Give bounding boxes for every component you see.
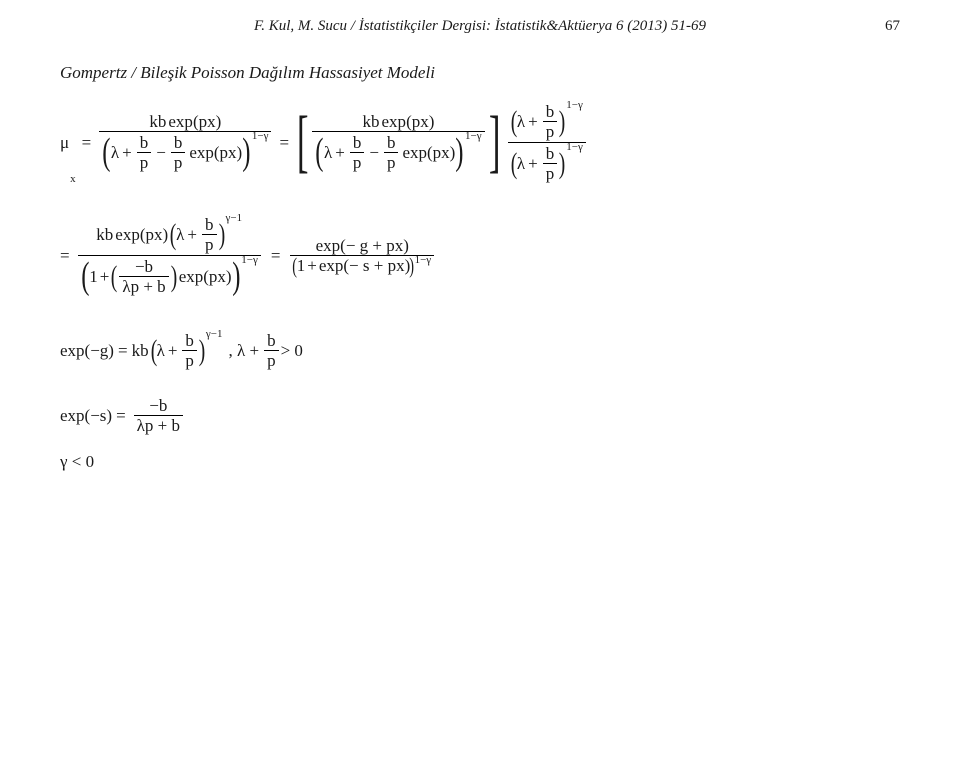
fraction-1: kb exp (px) ( λ + bp − bp <box>99 112 271 173</box>
section-title: Gompertz / Bileşik Poisson Dağılım Hassa… <box>60 63 900 83</box>
running-head: F. Kul, M. Sucu / İstatistikçiler Dergis… <box>60 18 900 35</box>
equals-4: = <box>271 247 281 264</box>
exponent-1mg-1: 1−γ <box>252 131 269 142</box>
paren-d1: ( λ + bp − bp exp(px) ) <box>102 133 251 172</box>
equation-simplified: = kb exp (px) ( λ + bp ) <box>60 214 900 297</box>
bracketed-term: [ kb exp (px) ( λ + <box>295 112 502 173</box>
equals-3: = <box>60 247 70 264</box>
mu-symbol: μ <box>60 134 69 151</box>
equation-exp-s: exp(−s) = −b λp + b <box>60 396 900 435</box>
equation-exp-g: exp(−g) = kb ( λ + bp ) γ−1 , λ + bp > 0 <box>60 331 900 370</box>
fraction-left: kb exp (px) ( λ + bp ) γ−1 <box>78 214 261 297</box>
equals-2: = <box>279 134 289 151</box>
paren-ratio: ( λ + bp ) 1−γ ( λ + <box>508 101 586 184</box>
equals-1: = <box>82 134 92 151</box>
equation-mu-x: μ x = kb exp (px) ( λ <box>60 101 900 184</box>
fraction-right: exp(− g + px) ( 1 + exp(− s + px) ) 1−γ <box>290 236 434 275</box>
subscript-x: x <box>70 174 76 185</box>
page-number: 67 <box>885 18 900 35</box>
condition-gamma: γ < 0 <box>60 453 900 470</box>
